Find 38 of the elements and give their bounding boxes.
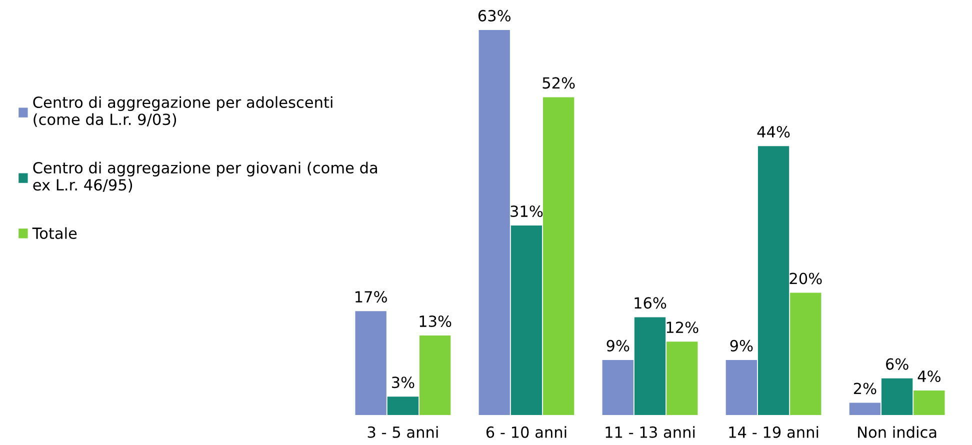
bar: [510, 226, 542, 415]
legend-label: Totale: [32, 227, 77, 240]
bar: [602, 360, 634, 415]
bar: [543, 97, 574, 415]
data-label: 31%: [510, 205, 543, 218]
bar: [634, 317, 666, 415]
bar: [726, 360, 757, 415]
data-label: 2%: [854, 382, 876, 394]
bar: [666, 342, 698, 415]
x-tick-label: 14 - 19 anni: [729, 426, 818, 438]
legend-label: Centro di aggregazione per giovani (come da ex L.r. 46/95): [33, 162, 377, 192]
legend-label: Centro di aggregazione per adolescenti (come da L.r. 9/03): [33, 96, 332, 127]
x-tick-label: 6 - 10 anni: [486, 426, 566, 438]
data-label: 13%: [420, 315, 452, 328]
data-label: 52%: [542, 77, 575, 89]
data-label: 3%: [392, 376, 414, 388]
bar: [914, 390, 945, 415]
data-label: 17%: [356, 291, 387, 303]
data-label: 9%: [730, 340, 753, 352]
bar: [849, 402, 881, 415]
data-label: 6%: [886, 358, 908, 370]
data-label: 44%: [757, 126, 790, 138]
bar: [387, 396, 419, 415]
data-label: 63%: [478, 10, 510, 22]
data-label: 12%: [666, 322, 698, 334]
data-label: 20%: [790, 272, 822, 284]
data-label: 9%: [606, 340, 630, 352]
bar: [758, 146, 790, 415]
x-tick-label: Non indica: [858, 426, 936, 438]
bar: [478, 30, 510, 415]
data-label: 16%: [634, 297, 666, 309]
data-label: 4%: [918, 370, 940, 382]
x-tick-label: 11 - 13 anni: [606, 426, 695, 438]
bar: [881, 378, 913, 415]
x-tick-label: 3 - 5 anni: [368, 426, 438, 438]
bar: [355, 311, 386, 415]
bar: [419, 336, 451, 415]
bar: [790, 292, 822, 415]
